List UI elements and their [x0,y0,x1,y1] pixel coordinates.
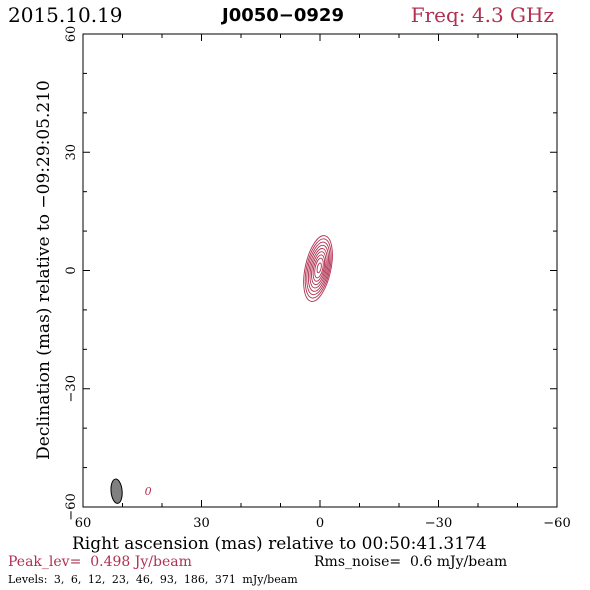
peak-level: Peak_lev= 0.498 Jy/beam [8,554,192,570]
y-tick-label: 60 [64,26,79,43]
x-tick-label: −30 [425,516,452,531]
level-value: 3, [53,573,65,586]
rms-noise-label: Rms_noise= [314,554,402,570]
beam-shape [110,478,123,504]
level-value: 93, [159,573,178,586]
contour-level [316,262,322,274]
x-tick-label: 0 [316,516,324,531]
levels-label: Levels: [8,573,48,586]
level-value: 371 [214,573,236,586]
y-tick-label: 0 [64,266,79,274]
rms-noise-value: 0.6 mJy/beam [410,554,508,570]
contour-level [303,235,333,302]
y-axis-label: Declination (mas) relative to −09:29:05.… [34,80,54,460]
contour-levels: Levels: 3, 6, 12, 23, 46, 93, 186, 371 m… [8,573,301,586]
peak-level-value: 0.498 Jy/beam [90,554,192,570]
x-tick-label: 60 [75,516,92,531]
observation-date: 2015.10.19 [8,3,123,27]
peak-level-label: Peak_lev= [8,554,82,570]
contour-level [309,248,328,289]
level-value: 12, [87,573,106,586]
level-value: 23, [111,573,130,586]
x-tick-label: −60 [543,516,570,531]
level-value: 46, [135,573,154,586]
beam-contour-marker: 0 [145,485,152,498]
frequency-label: Freq: 4.3 GHz [410,3,554,27]
beam-ellipse: 0 [110,478,152,504]
y-tick-label: −60 [64,493,79,520]
x-axis-label: Right ascension (mas) relative to 00:50:… [72,534,487,554]
axis-ticks [82,33,558,508]
level-value: 6, [70,573,82,586]
y-tick-label: 30 [64,144,79,161]
level-value: 186, [183,573,209,586]
source-name: J0050−0929 [222,5,344,26]
contour-level [304,238,332,299]
contour-level [306,241,331,296]
source-contours [303,235,333,302]
axis-tick-labels: 60 30 0 −30 −60 −60 −30 0 30 60 [64,26,571,531]
x-tick-label: 30 [193,516,210,531]
y-tick-label: −30 [64,375,79,402]
contour-level [307,244,329,292]
contour-level [314,257,324,279]
contour-level [311,251,327,286]
contour-level [312,254,326,282]
plot-frame [82,33,558,508]
level-unit: mJy/beam [242,573,298,586]
rms-noise: Rms_noise= 0.6 mJy/beam [314,554,507,570]
